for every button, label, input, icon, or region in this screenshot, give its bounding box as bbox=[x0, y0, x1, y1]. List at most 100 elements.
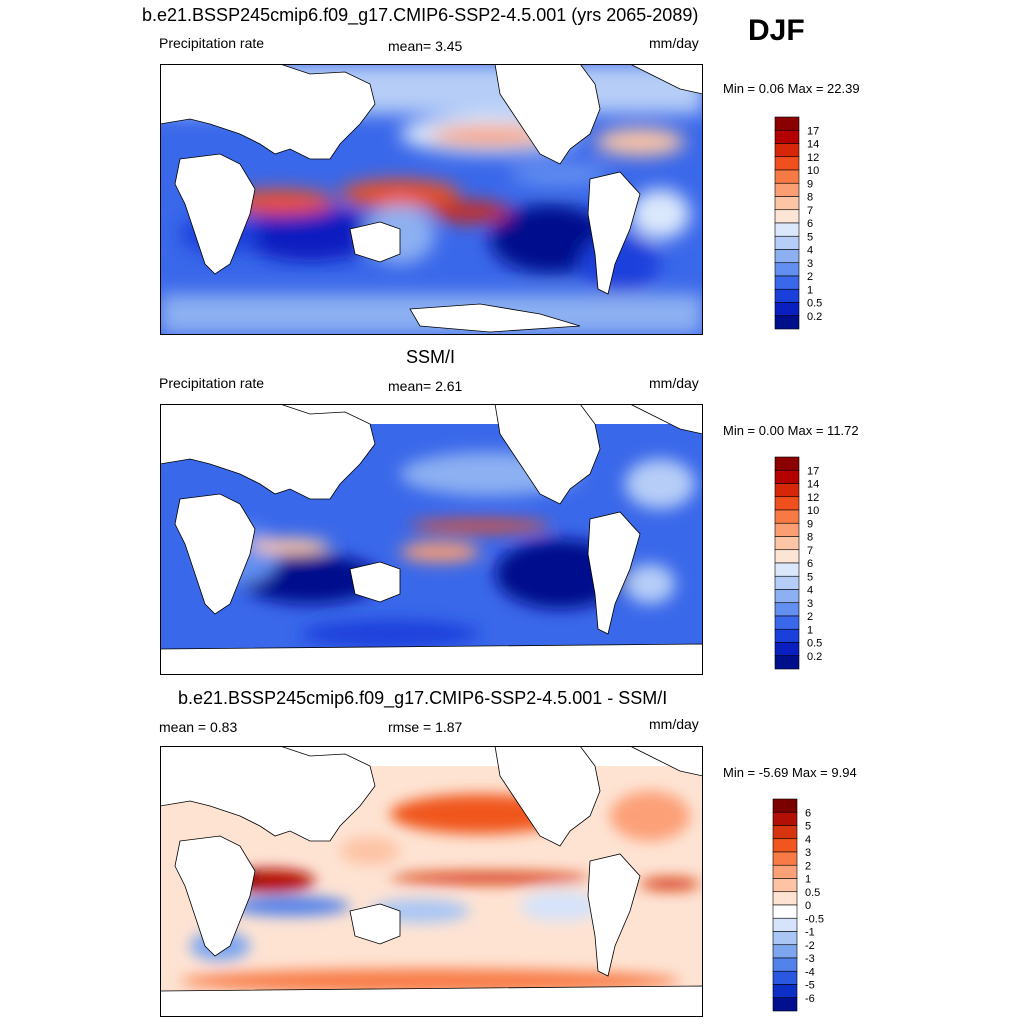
colorbar-tick-label: 9 bbox=[807, 178, 813, 190]
colorbar-swatch bbox=[774, 235, 800, 250]
colorbar-tick-label: 12 bbox=[807, 152, 819, 164]
colorbar-swatch bbox=[774, 315, 800, 330]
colorbar-swatch bbox=[774, 509, 800, 524]
colorbar-swatch bbox=[774, 483, 800, 498]
colorbar-swatch bbox=[774, 456, 800, 471]
colorbar-swatch bbox=[772, 864, 798, 879]
colorbar-tick-label: 0.5 bbox=[807, 638, 822, 650]
colorbar-tick-label: 14 bbox=[807, 139, 819, 151]
colorbar-tick-label: 17 bbox=[807, 465, 819, 477]
colorbar-swatch bbox=[774, 196, 800, 211]
panel2-left-label: Precipitation rate bbox=[159, 375, 265, 391]
colorbar-swatch bbox=[774, 143, 800, 158]
colorbar-swatch bbox=[772, 904, 798, 919]
colorbar-tick-label: 7 bbox=[807, 545, 813, 557]
colorbar-swatch bbox=[774, 288, 800, 303]
colorbar-swatch bbox=[774, 275, 800, 290]
colorbar-swatch bbox=[772, 944, 798, 959]
colorbar-swatch bbox=[772, 798, 798, 813]
panel1-colorbar: 17 14 12 10 9 8 7 6 5 4 3 2 1 0.5 0.2 bbox=[774, 116, 864, 330]
colorbar-swatch bbox=[772, 811, 798, 826]
colorbar-tick-label: 1 bbox=[807, 284, 813, 296]
colorbar-swatch bbox=[774, 156, 800, 171]
colorbar-swatch bbox=[772, 984, 798, 999]
colorbar-tick-label: 0.5 bbox=[805, 887, 820, 899]
panel3-units: mm/day bbox=[649, 716, 699, 732]
colorbar-swatch bbox=[772, 917, 798, 932]
panel2-minmax: Min = 0.00 Max = 11.72 bbox=[723, 423, 859, 438]
colorbar-swatch bbox=[774, 615, 800, 630]
colorbar-tick-label: 5 bbox=[805, 821, 811, 833]
colorbar-swatch bbox=[774, 116, 800, 131]
colorbar-swatch bbox=[772, 851, 798, 866]
panel2-title: SSM/I bbox=[406, 347, 456, 367]
colorbar-swatch bbox=[772, 957, 798, 972]
colorbar-tick-label: 8 bbox=[807, 532, 813, 544]
colorbar-tick-label: 3 bbox=[805, 847, 811, 859]
colorbar-tick-label: 4 bbox=[807, 245, 813, 257]
colorbar-swatch bbox=[774, 209, 800, 224]
colorbar-swatch bbox=[774, 602, 800, 617]
colorbar-tick-label: -4 bbox=[805, 966, 815, 978]
colorbar-swatch bbox=[774, 522, 800, 537]
colorbar-tick-label: 1 bbox=[805, 874, 811, 886]
colorbar-tick-label: 8 bbox=[807, 192, 813, 204]
panel1-map bbox=[160, 64, 703, 335]
colorbar-swatch bbox=[774, 496, 800, 511]
colorbar-swatch bbox=[774, 169, 800, 184]
panel2-units: mm/day bbox=[649, 375, 699, 391]
colorbar-tick-label: 1 bbox=[807, 624, 813, 636]
colorbar-tick-label: 6 bbox=[807, 558, 813, 570]
colorbar-swatch bbox=[774, 222, 800, 237]
panel2-map bbox=[160, 404, 703, 675]
colorbar-tick-label: 5 bbox=[807, 571, 813, 583]
colorbar-tick-label: 9 bbox=[807, 518, 813, 530]
colorbar-swatch bbox=[772, 838, 798, 853]
panel1-map-svg bbox=[160, 64, 703, 335]
colorbar-swatch bbox=[774, 575, 800, 590]
colorbar-swatch bbox=[772, 878, 798, 893]
panel3-left-label: mean = 0.83 bbox=[159, 719, 238, 735]
colorbar-swatch bbox=[772, 997, 798, 1012]
colorbar-swatch bbox=[774, 655, 800, 670]
panel2-map-svg bbox=[160, 404, 703, 675]
colorbar-tick-label: 10 bbox=[807, 165, 819, 177]
colorbar-tick-label: 6 bbox=[807, 218, 813, 230]
colorbar-tick-label: 2 bbox=[807, 271, 813, 283]
panel3-title: b.e21.BSSP245cmip6.f09_g17.CMIP6-SSP2-4.… bbox=[178, 688, 668, 708]
panel3-map-svg bbox=[160, 746, 703, 1017]
colorbar-tick-label: 4 bbox=[805, 834, 811, 846]
colorbar-swatch bbox=[774, 249, 800, 264]
panel3-minmax: Min = -5.69 Max = 9.94 bbox=[723, 765, 857, 780]
colorbar-swatch bbox=[774, 129, 800, 144]
panel3-center-label: rmse = 1.87 bbox=[388, 719, 463, 735]
colorbar-tick-label: 12 bbox=[807, 492, 819, 504]
panel1-center-label: mean= 3.45 bbox=[388, 38, 463, 54]
season-label: DJF bbox=[748, 14, 805, 47]
colorbar-swatch bbox=[774, 469, 800, 484]
colorbar-swatch bbox=[772, 825, 798, 840]
colorbar-tick-label: -6 bbox=[805, 993, 815, 1005]
colorbar-tick-label: 4 bbox=[807, 585, 813, 597]
colorbar-tick-label: 3 bbox=[807, 598, 813, 610]
colorbar-swatch bbox=[774, 562, 800, 577]
colorbar-swatch bbox=[772, 970, 798, 985]
colorbar-swatch bbox=[774, 182, 800, 197]
panel2-colorbar: 17 14 12 10 9 8 7 6 5 4 3 2 1 0.5 0.2 bbox=[774, 456, 864, 670]
colorbar-tick-label: 7 bbox=[807, 205, 813, 217]
colorbar-swatch bbox=[774, 628, 800, 643]
colorbar-tick-label: 2 bbox=[805, 860, 811, 872]
colorbar-tick-label: -2 bbox=[805, 940, 815, 952]
colorbar-tick-label: -0.5 bbox=[805, 913, 824, 925]
panel1-left-label: Precipitation rate bbox=[159, 35, 265, 51]
panel3-map bbox=[160, 746, 703, 1017]
colorbar-tick-label: 0 bbox=[805, 900, 811, 912]
colorbar-tick-label: 14 bbox=[807, 479, 819, 491]
colorbar-tick-label: 2 bbox=[807, 611, 813, 623]
colorbar-swatch bbox=[774, 262, 800, 277]
colorbar-swatch bbox=[772, 931, 798, 946]
panel1-minmax: Min = 0.06 Max = 22.39 bbox=[723, 81, 860, 96]
colorbar-tick-label: 5 bbox=[807, 231, 813, 243]
